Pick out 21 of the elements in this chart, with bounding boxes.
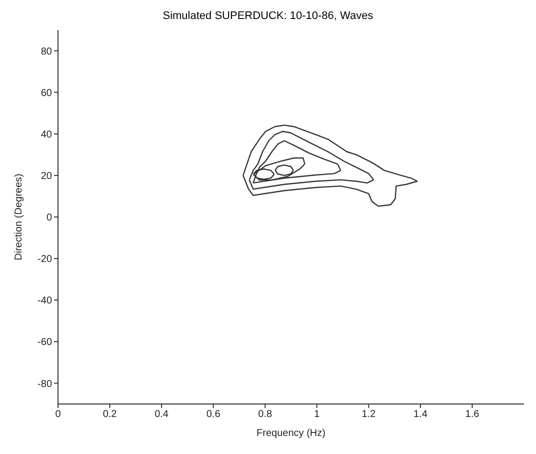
y-tick-label: -20	[38, 254, 52, 266]
y-tick-label: -60	[38, 337, 52, 348]
y-tick-label: 40	[40, 129, 52, 140]
x-tick-label: 1	[314, 409, 320, 420]
x-tick-label: 1.6	[465, 409, 480, 420]
y-tick-label: -80	[38, 378, 52, 390]
y-tick-label: 60	[40, 88, 52, 99]
y-tick-label: -40	[38, 296, 52, 307]
x-tick-label: 0.2	[102, 409, 118, 420]
x-tick-label: 0.4	[154, 409, 169, 420]
x-tick-label: 0.6	[206, 409, 221, 420]
x-tick-label: 0	[55, 409, 62, 420]
x-axis-title: Frequency (Hz)	[256, 428, 326, 439]
x-tick-label: 1.2	[362, 409, 376, 420]
y-axis-title: Direction (Degrees)	[14, 174, 25, 260]
y-tick-label: 80	[40, 46, 52, 58]
chart-title: Simulated SUPERDUCK: 10-10-86, Waves	[162, 9, 374, 24]
y-tick-label: 20	[40, 170, 52, 182]
y-tick-label: 0	[46, 212, 52, 224]
x-tick-label: 1.4	[413, 409, 428, 420]
x-tick-label: 0.8	[258, 409, 272, 420]
